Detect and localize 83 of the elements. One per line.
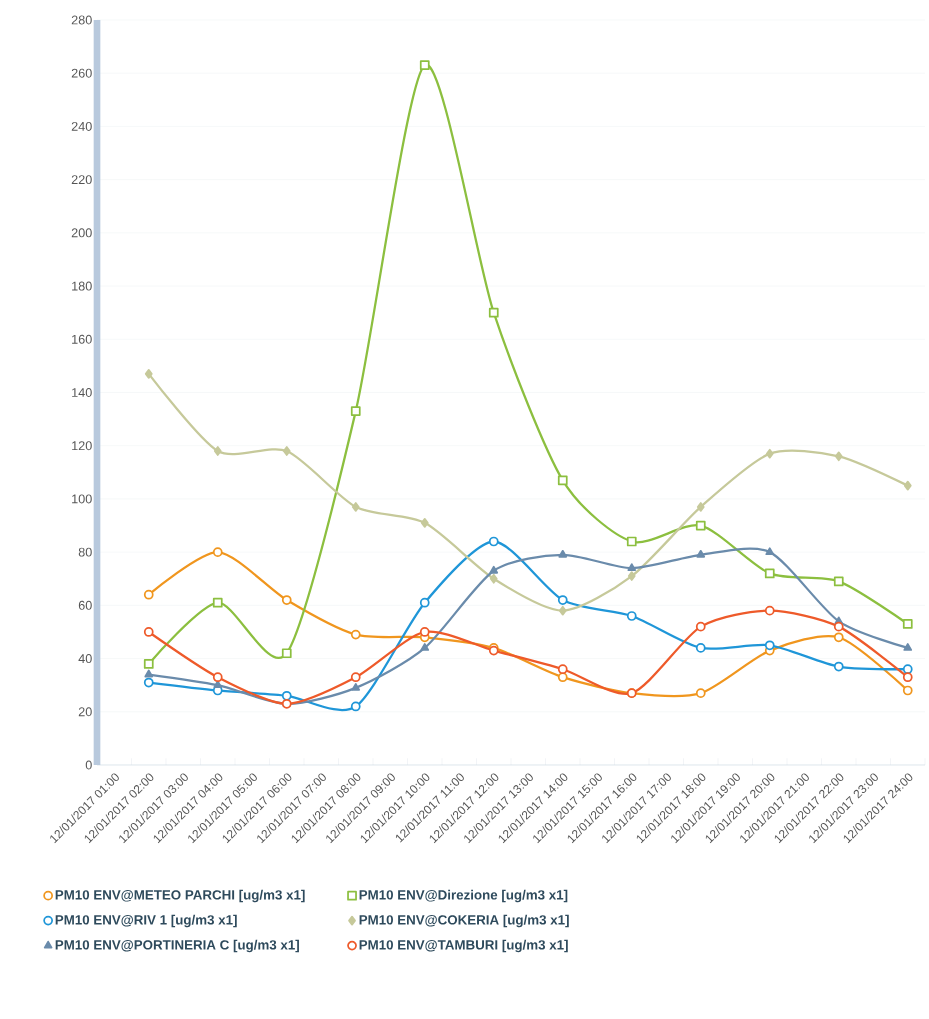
point	[489, 573, 498, 584]
point	[833, 621, 844, 632]
point	[350, 406, 361, 416]
y-tick-label: 200	[71, 228, 92, 238]
point	[143, 659, 154, 669]
point	[351, 502, 360, 512]
point	[350, 629, 361, 640]
point	[144, 669, 154, 678]
point	[350, 672, 361, 683]
point	[488, 536, 499, 547]
point	[695, 688, 706, 699]
point	[281, 690, 292, 701]
point	[351, 682, 361, 691]
point	[419, 60, 430, 71]
point	[627, 571, 636, 581]
legend-label: PM10 ENV@COKERIA [ug/m3 x1]	[359, 914, 569, 928]
point	[833, 576, 844, 587]
point	[489, 565, 499, 574]
point	[903, 480, 912, 491]
y-tick-label: 40	[78, 654, 92, 664]
point	[765, 547, 775, 556]
y-tick-label: 20	[78, 707, 92, 717]
point	[213, 680, 223, 689]
point	[833, 661, 844, 672]
point	[558, 549, 568, 558]
legend-label: PM10 ENV@TAMBURI [ug/m3 x1]	[359, 939, 568, 953]
y-tick-label: 120	[72, 441, 92, 451]
point	[834, 451, 843, 462]
y-tick-label: 140	[72, 388, 92, 397]
point	[626, 536, 637, 547]
point	[764, 568, 775, 579]
point	[557, 475, 568, 486]
point	[143, 589, 154, 600]
point	[212, 597, 223, 608]
point	[902, 685, 913, 696]
y-tick-label: 160	[72, 334, 92, 344]
point	[557, 672, 568, 683]
y-tick-label: 80	[78, 547, 92, 557]
point	[558, 605, 567, 616]
point	[695, 643, 706, 653]
point	[350, 701, 361, 712]
y-tick-label: 60	[78, 600, 92, 610]
y-tick-label: 0	[85, 760, 92, 770]
y-tick-label: 260	[71, 68, 92, 78]
point	[144, 369, 153, 379]
point	[420, 518, 429, 528]
point	[903, 643, 913, 651]
point	[419, 597, 430, 608]
point	[281, 648, 292, 659]
y-tick-label: 180	[72, 281, 92, 291]
point	[282, 446, 291, 456]
point	[627, 563, 637, 571]
point	[695, 520, 706, 531]
point	[488, 307, 499, 318]
point	[143, 627, 154, 637]
legend-label: PM10 ENV@RIV 1 [ug/m3 x1]	[55, 914, 237, 928]
point	[420, 643, 430, 651]
y-tick-label: 220	[71, 175, 92, 185]
point	[143, 677, 154, 688]
point	[281, 595, 292, 605]
point	[213, 446, 222, 456]
point	[212, 672, 223, 683]
y-tick-label: 240	[71, 121, 92, 131]
point	[695, 621, 706, 632]
point	[212, 547, 223, 558]
point	[626, 611, 637, 621]
y-tick-label: 100	[72, 494, 92, 504]
point	[557, 595, 568, 605]
point	[764, 605, 775, 616]
point	[764, 640, 775, 651]
point	[696, 549, 706, 558]
point	[902, 619, 913, 629]
point	[419, 627, 430, 637]
legend-label: PM10 ENV@METEO PARCHI [ug/m3 x1]	[55, 889, 305, 903]
point	[696, 502, 705, 512]
legend-label: PM10 ENV@Direzione [ug/m3 x1]	[359, 889, 568, 903]
legend-label: PM10 ENV@PORTINERIA C [ug/m3 x1]	[55, 939, 299, 953]
y-tick-label: 280	[71, 15, 92, 25]
point	[902, 672, 913, 683]
point	[765, 448, 774, 459]
point	[557, 664, 568, 675]
point	[902, 664, 913, 675]
point	[833, 632, 844, 643]
